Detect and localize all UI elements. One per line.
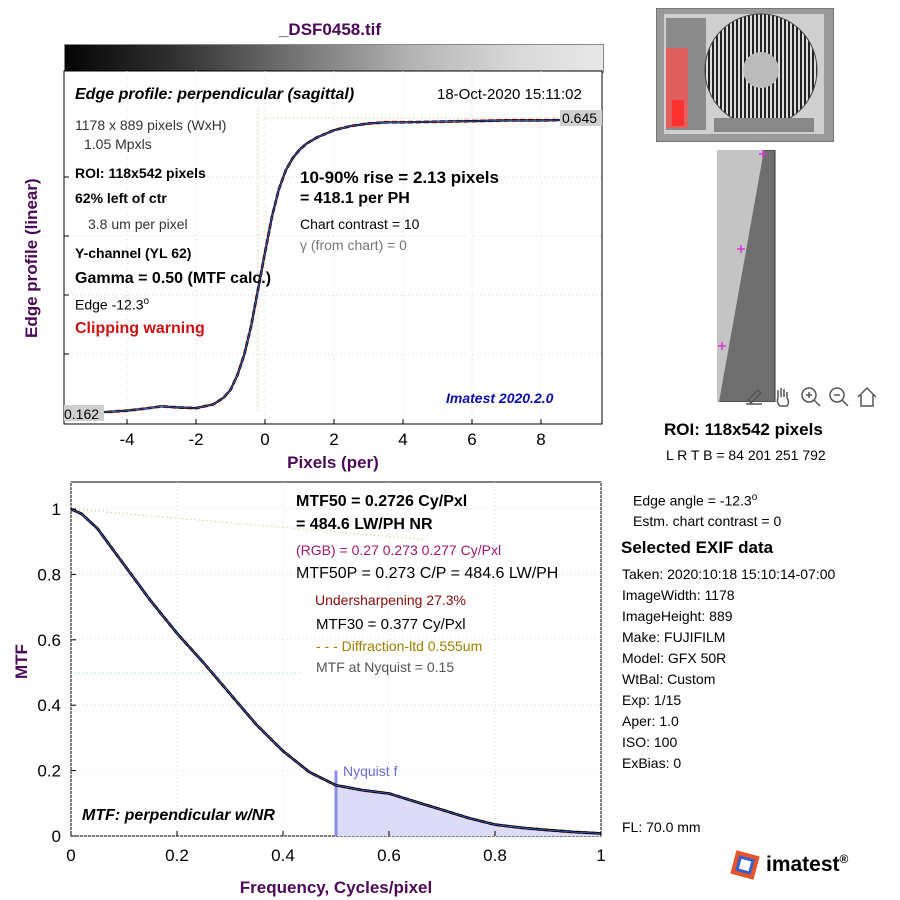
export-icon[interactable]: [742, 384, 768, 410]
edge-max-label: 0.645: [562, 110, 598, 126]
exif-item: Taken: 2020:10:18 15:10:14-07:00: [622, 566, 836, 582]
rgb-text: (RGB) = 0.27 0.273 0.277 Cy/Pxl: [296, 542, 502, 558]
mtf-ytick-label: 1: [52, 500, 61, 519]
home-icon[interactable]: [854, 384, 880, 410]
exif-item: Make: FUJIFILM: [622, 629, 726, 645]
per-ph-text: = 418.1 per PH: [300, 190, 410, 207]
mtf50-text: MTF50 = 0.2726 Cy/Pxl: [296, 493, 468, 510]
roi-coords: L R T B = 84 201 251 792: [666, 447, 826, 463]
edge-curve-blue: [75, 119, 576, 414]
exif-title: Selected EXIF data: [621, 538, 774, 557]
mtf-xtick-label: 0.2: [165, 846, 189, 865]
mtf-plot: 0 0.2 0.4 0.6 0.8 1 0 0.2 0.4 0.6 0.8 1: [37, 481, 606, 865]
mtf-ticks: 0 0.2 0.4 0.6 0.8 1 0 0.2 0.4 0.6 0.8 1: [37, 500, 605, 865]
mtf50-lw-text: = 484.6 LW/PH NR: [296, 516, 433, 533]
mtf-xtick-label: 1: [596, 846, 605, 865]
mtf50p-text: MTF50P = 0.273 C/P = 484.6 LW/PH: [296, 565, 559, 582]
exif-item: ISO: 100: [622, 734, 678, 750]
clipping-warning: Clipping warning: [75, 320, 205, 337]
mtf-xtick-label: 0: [66, 846, 75, 865]
exif-item: ImageHeight: 889: [622, 608, 733, 624]
zoom-out-icon[interactable]: [826, 384, 852, 410]
info-um: 3.8 um per pixel: [88, 216, 188, 232]
exif-item: Aper: 1.0: [622, 713, 679, 729]
mtf-plot-grid: [70, 482, 602, 837]
edge-tick-label: 4: [398, 430, 407, 449]
mtf-xtick-label: 0.6: [377, 846, 401, 865]
edge-tick-label: -4: [119, 430, 134, 449]
min-label-bg: [64, 405, 104, 421]
edge-x-ticks: -4 -2 0 2 4 6 8: [64, 176, 546, 449]
edge-tick-label: 8: [536, 430, 545, 449]
estm-contrast: Estm. chart contrast = 0: [633, 513, 782, 529]
file-title: _DSF0458.tif: [278, 20, 382, 39]
exif-item: ImageWidth: 1178: [622, 587, 735, 603]
exif-item: Exp: 1/15: [622, 692, 682, 708]
edge-angle: Edge angle = -12.3o: [633, 492, 758, 509]
diffraction-guide: [70, 508, 431, 541]
mtf-ytick-label: 0.8: [37, 565, 61, 584]
nyquist-mtf-text: MTF at Nyquist = 0.15: [316, 659, 455, 675]
gamma-from-chart: γ (from chart) = 0: [300, 237, 407, 253]
info-roi: ROI: 118x542 pixels: [75, 165, 206, 181]
mtf-ytick-label: 0.2: [37, 762, 61, 781]
imatest-brand: imatest®: [766, 852, 849, 876]
exif-list: Taken: 2020:10:18 15:10:14-07:00 ImageWi…: [622, 566, 835, 776]
edge-xlabel: Pixels (per): [287, 453, 379, 472]
exif-item: ExBias: 0: [622, 755, 682, 771]
info-edge: Edge -12.3o: [75, 296, 150, 313]
edge-min-label: 0.162: [64, 406, 100, 422]
edge-tick-label: 6: [467, 430, 476, 449]
mtf-curve-blue: [70, 508, 602, 834]
edge-profile-plot: -4 -2 0 2 4 6 8: [63, 70, 603, 449]
exif-item: WtBal: Custom: [622, 671, 716, 687]
mtf-ytick-label: 0.4: [37, 696, 61, 715]
edge-tick-label: 2: [329, 430, 338, 449]
edge-ylabel: Edge profile (linear): [22, 178, 41, 338]
edge-plot-heading: Edge profile: perpendicular (sagittal): [75, 86, 355, 103]
roi-label: ROI: 118x542 pixels: [664, 420, 823, 439]
undersharpening-text: Undersharpening 27.3%: [315, 592, 466, 608]
roi-markers: [718, 150, 767, 350]
imatest-logo-icon: [730, 850, 760, 880]
chart-contrast: Chart contrast = 10: [300, 216, 420, 232]
zoom-in-icon[interactable]: [798, 384, 824, 410]
roi-crop[interactable]: [717, 150, 777, 402]
info-dims: 1178 x 889 pixels (WxH): [75, 117, 227, 133]
diffraction-text: - - - Diffraction-ltd 0.555um: [316, 638, 483, 654]
nyquist-label: Nyquist f: [343, 763, 398, 779]
mtf30-text: MTF30 = 0.377 Cy/Pxl: [316, 616, 466, 633]
info-gamma: Gamma = 0.50 (MTF calc.): [75, 270, 272, 287]
version-label: Imatest 2020.2.0: [446, 390, 554, 406]
max-label-bg: [560, 110, 602, 126]
mtf-xlabel: Frequency, Cycles/pixel: [239, 878, 433, 897]
mtf-ytick-label: 0: [52, 827, 61, 846]
edge-tick-label: 0: [260, 430, 269, 449]
edge-tick-label: -2: [188, 430, 203, 449]
mtf-xtick-label: 0.8: [483, 846, 507, 865]
edge-timestamp: 18-Oct-2020 15:11:02: [437, 86, 582, 103]
info-channel: Y-channel (YL 62): [75, 245, 192, 261]
plot-toolbar: [742, 384, 880, 410]
mtf-plot-label: MTF: perpendicular w/NR: [82, 807, 275, 824]
chart-thumbnail[interactable]: [656, 8, 834, 142]
mtf-ytick-label: 0.6: [37, 631, 61, 650]
focal-length: FL: 70.0 mm: [622, 819, 701, 835]
pan-hand-icon[interactable]: [770, 384, 796, 410]
info-mpxls: 1.05 Mpxls: [84, 136, 152, 152]
info-location: 62% left of ctr: [75, 190, 167, 206]
rise-text: 10-90% rise = 2.13 pixels: [300, 168, 499, 187]
mtf-xtick-label: 0.4: [271, 846, 295, 865]
exif-item: Model: GFX 50R: [622, 650, 727, 666]
mtf-ylabel: MTF: [12, 644, 31, 679]
